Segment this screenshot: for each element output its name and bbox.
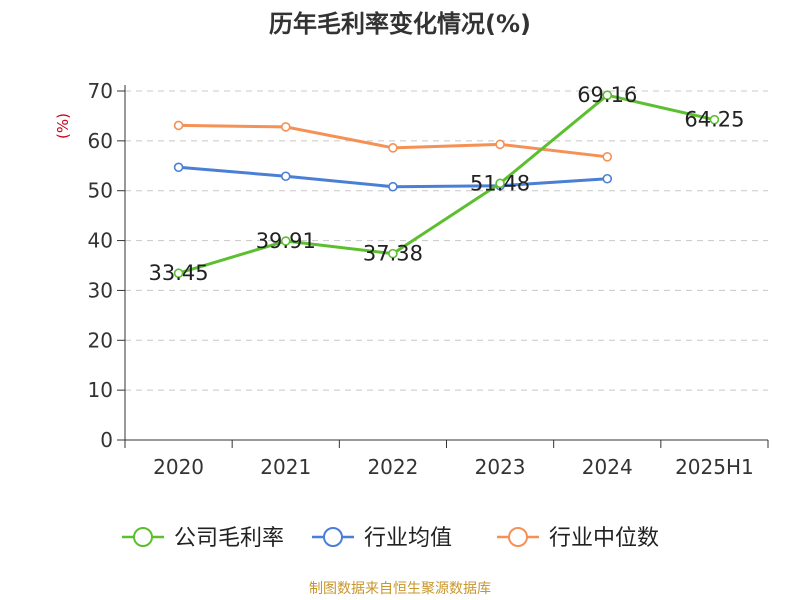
x-tick-label: 2023: [475, 455, 526, 479]
series: [173, 90, 720, 279]
y-tick-label: 30: [88, 278, 113, 302]
legend-item: 行业均值: [312, 526, 452, 551]
data-point: [495, 139, 505, 150]
y-tick-label: 0: [100, 428, 113, 452]
data-point: [495, 178, 505, 189]
legend-swatch-marker: [508, 527, 528, 547]
data-point: [602, 173, 613, 184]
legend-swatch-marker: [133, 527, 153, 547]
data-label: 51.48: [470, 171, 530, 195]
legend-label: 行业中位数: [549, 526, 659, 551]
data-point: [280, 122, 291, 132]
legend-label: 公司毛利率: [174, 526, 284, 551]
data-point: [602, 90, 613, 100]
chart-title: 历年毛利率变化情况(%): [269, 10, 531, 38]
grid-lines: [125, 90, 768, 391]
data-point: [173, 120, 184, 131]
x-tick-label: 2025H1: [675, 455, 754, 479]
legend-label: 行业均值: [364, 526, 452, 551]
data-point: [280, 171, 291, 182]
legend-swatch-marker: [323, 527, 343, 547]
data-labels: 33.45 39.91 37.38 51.48 69.16 64.25: [149, 83, 745, 285]
x-tick-label: 2021: [260, 455, 311, 479]
data-point: [173, 162, 184, 173]
x-tick-label: 2022: [367, 455, 418, 479]
data-point: [602, 152, 613, 162]
data-label: 33.45: [149, 261, 209, 285]
data-point: [173, 268, 184, 279]
data-point: [388, 181, 398, 192]
y-tick-label: 20: [88, 328, 113, 352]
y-tick-label: 40: [88, 229, 113, 253]
axes: 0 10 20 30 40 50 60 70 2020 2021 2022 2023 2024 2025H…: [88, 79, 769, 479]
data-point: [280, 236, 291, 246]
x-tick-label: 2020: [153, 455, 204, 479]
y-tick-label: 50: [88, 179, 113, 203]
legend-item: 公司毛利率: [122, 526, 284, 551]
series-line: [178, 93, 715, 275]
data-point: [388, 248, 398, 259]
data-label: 69.16: [577, 83, 637, 107]
y-tick-label: 60: [88, 129, 113, 153]
data-label: 39.91: [256, 229, 316, 253]
data-label: 64.25: [684, 108, 744, 132]
data-source: 制图数据来自恒生聚源数据库: [309, 581, 491, 597]
data-label: 37.38: [363, 242, 423, 266]
data-point: [709, 114, 720, 125]
legend-item: 行业中位数: [497, 526, 659, 551]
x-tick-label: 2024: [582, 455, 633, 479]
legend: 公司毛利率 行业均值 行业中位数: [122, 526, 659, 551]
y-tick-label: 70: [88, 79, 113, 103]
data-point: [388, 143, 398, 153]
y-tick-label: 10: [88, 378, 113, 402]
y-axis-label: (%): [54, 113, 72, 139]
